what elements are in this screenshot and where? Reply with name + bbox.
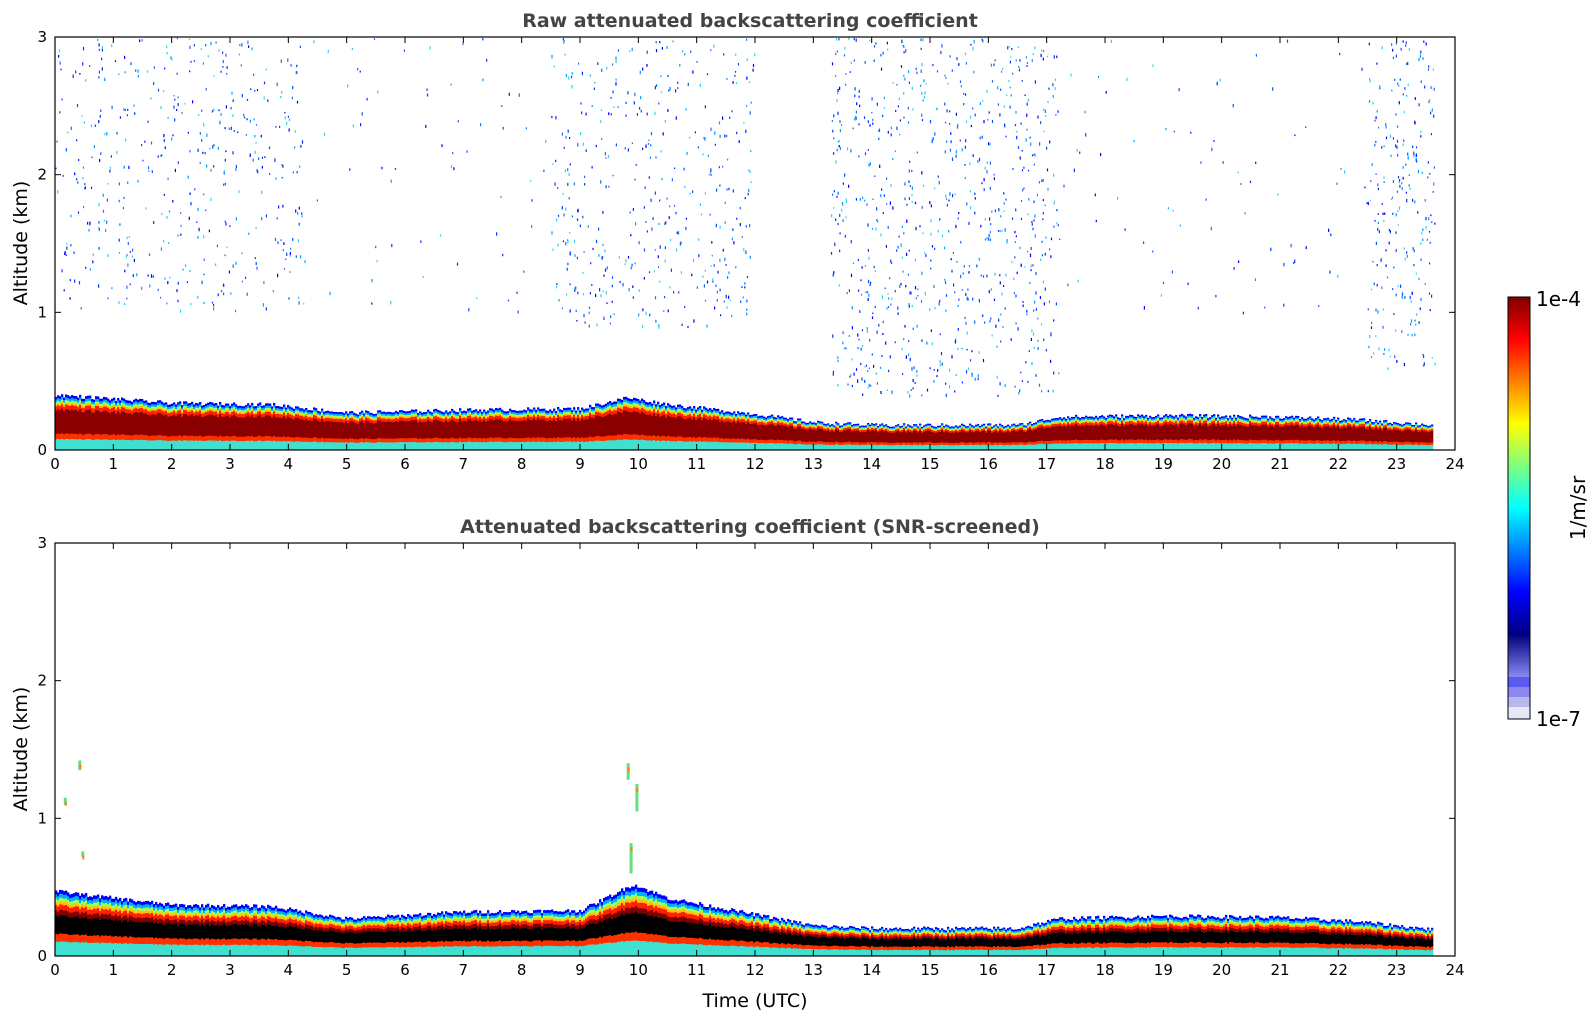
- x-tick-label: 10: [629, 455, 648, 473]
- x-tick-label: 22: [1329, 961, 1348, 979]
- x-tick-label: 16: [979, 455, 998, 473]
- x-tick-label: 5: [342, 961, 352, 979]
- raw-heatmap-area: [55, 37, 1436, 451]
- colorbar: 1e-4 1e-7 1/m/sr: [1507, 287, 1590, 731]
- colorbar-gradient: [1507, 296, 1531, 720]
- x-tick-label: 8: [517, 455, 527, 473]
- x-tick-label: 3: [225, 455, 235, 473]
- x-tick-label: 8: [517, 961, 527, 979]
- colorbar-low-band: [1508, 707, 1530, 717]
- x-tick-label: 13: [804, 961, 823, 979]
- x-tick-label: 20: [1212, 455, 1231, 473]
- raw-axis-ticks: 0 1 2 3 4 5 6 7 8 9 10 11 12 13 14 15 16 17 18 19 20 21 22 23 24…: [37, 28, 1464, 473]
- noise-region: [55, 37, 306, 313]
- y-tick-label: 3: [37, 28, 47, 46]
- x-tick-label: 2: [167, 961, 177, 979]
- x-tick-label: 10: [629, 961, 648, 979]
- y-tick-label: 2: [37, 166, 47, 184]
- y-tick-label: 0: [37, 441, 47, 459]
- snr-y-axis-label: Altitude (km): [10, 687, 32, 812]
- x-tick-label: 4: [284, 455, 294, 473]
- x-tick-label: 23: [1387, 961, 1406, 979]
- colorbar-max-label: 1e-4: [1536, 287, 1581, 311]
- isolated-feature: [635, 783, 639, 812]
- noise-region: [1367, 40, 1436, 371]
- y-tick-label: 2: [37, 672, 47, 690]
- x-tick-label: 20: [1212, 961, 1231, 979]
- colorbar-min-label: 1e-7: [1536, 707, 1581, 731]
- noise-region: [1059, 39, 1368, 315]
- colorbar-low-band: [1508, 697, 1530, 707]
- x-tick-label: 17: [1037, 961, 1056, 979]
- x-tick-label: 1: [109, 455, 119, 473]
- x-tick-label: 16: [979, 961, 998, 979]
- x-tick-label: 0: [50, 455, 60, 473]
- x-tick-label: 15: [920, 455, 939, 473]
- x-tick-label: 9: [575, 961, 585, 979]
- colorbar-low-band: [1508, 687, 1530, 697]
- y-tick-label: 1: [37, 809, 47, 827]
- raw-y-axis-label: Altitude (km): [10, 181, 32, 306]
- snr-plot-frame: [54, 542, 1456, 957]
- x-tick-label: 19: [1154, 961, 1173, 979]
- boundary-layer: [55, 394, 1434, 451]
- colorbar-low-band: [1508, 677, 1530, 687]
- x-tick-label: 7: [459, 961, 469, 979]
- x-axis-label: Time (UTC): [701, 990, 807, 1012]
- x-tick-label: 18: [1095, 961, 1114, 979]
- x-tick-label: 9: [575, 455, 585, 473]
- x-tick-label: 21: [1270, 961, 1289, 979]
- x-tick-label: 23: [1387, 455, 1406, 473]
- x-tick-label: 0: [50, 961, 60, 979]
- x-tick-label: 13: [804, 455, 823, 473]
- snr-axis-ticks: 0 1 2 3 4 5 6 7 8 9 10 11 12 13 14 15 16 17 18 19 20 21 22 23 24…: [37, 534, 1464, 979]
- raw-panel-title: Raw attenuated backscattering coefficien…: [522, 10, 978, 32]
- x-tick-label: 1: [109, 961, 119, 979]
- x-tick-label: 17: [1037, 455, 1056, 473]
- snr-panel-title: Attenuated backscattering coefficient (S…: [460, 516, 1040, 538]
- x-tick-label: 11: [687, 961, 706, 979]
- x-tick-label: 21: [1270, 455, 1289, 473]
- x-tick-label: 3: [225, 961, 235, 979]
- colorbar-unit-label: 1/m/sr: [1566, 475, 1590, 540]
- x-tick-label: 4: [284, 961, 294, 979]
- x-tick-label: 18: [1095, 455, 1114, 473]
- x-tick-label: 24: [1445, 455, 1464, 473]
- noise-region: [551, 38, 756, 329]
- colorbar-low-bands: [1508, 677, 1530, 717]
- raw-backscatter-panel: Raw attenuated backscattering coefficien…: [10, 10, 1465, 473]
- boundary-layer: [55, 884, 1434, 957]
- x-tick-label: 12: [745, 455, 764, 473]
- snr-screened-panel: Attenuated backscattering coefficient (S…: [10, 516, 1465, 1012]
- y-tick-label: 0: [37, 947, 47, 965]
- x-tick-label: 22: [1329, 455, 1348, 473]
- x-tick-label: 15: [920, 961, 939, 979]
- isolated-feature: [629, 843, 633, 874]
- noise-region: [830, 37, 1060, 398]
- x-tick-label: 6: [400, 455, 410, 473]
- x-tick-label: 24: [1445, 961, 1464, 979]
- noise-region: [313, 37, 547, 314]
- isolated-features: [63, 760, 639, 874]
- x-tick-label: 2: [167, 455, 177, 473]
- isolated-feature: [626, 763, 630, 780]
- x-tick-label: 5: [342, 455, 352, 473]
- snr-heatmap-area: [55, 760, 1434, 957]
- raw-plot-frame: [54, 36, 1456, 451]
- x-tick-label: 19: [1154, 455, 1173, 473]
- x-tick-label: 11: [687, 455, 706, 473]
- isolated-feature: [81, 851, 85, 857]
- x-tick-label: 6: [400, 961, 410, 979]
- x-tick-label: 14: [862, 455, 881, 473]
- y-tick-label: 1: [37, 303, 47, 321]
- isolated-feature: [63, 797, 67, 805]
- x-tick-label: 12: [745, 961, 764, 979]
- y-tick-label: 3: [37, 534, 47, 552]
- x-tick-label: 7: [459, 455, 469, 473]
- x-tick-label: 14: [862, 961, 881, 979]
